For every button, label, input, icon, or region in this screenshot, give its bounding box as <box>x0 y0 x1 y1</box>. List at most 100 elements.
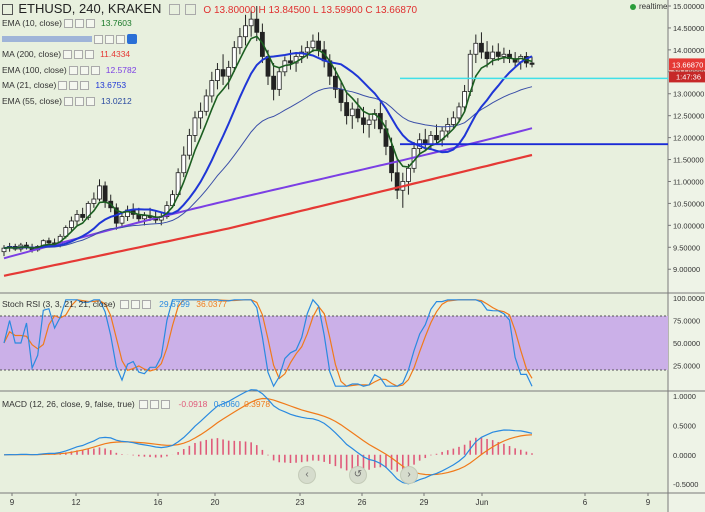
time-tick-label: Jun <box>476 498 489 507</box>
candle-body <box>102 185 108 202</box>
countdown-badge <box>669 71 705 83</box>
last-price-badge <box>669 58 705 71</box>
candle-body <box>462 91 467 108</box>
indicator-close-icon[interactable] <box>85 50 95 60</box>
indicator-name: MA (21, close) <box>2 80 57 90</box>
candle-body <box>231 47 237 68</box>
macd-tick-label: 0.5000 <box>673 421 696 430</box>
rsi-tick-label: 100.0000 <box>673 294 704 303</box>
candle-body <box>445 124 451 132</box>
candle-body <box>69 220 74 228</box>
time-tick-label: 6 <box>583 498 588 507</box>
realtime-dot-icon <box>630 3 636 10</box>
price-tick-label: 10.50000 <box>673 199 704 208</box>
reset-chart-button[interactable]: ↺ <box>349 466 367 484</box>
symbol-title[interactable]: ETHUSD, 240, KRAKEN <box>18 1 162 16</box>
stoch-rsi-close-icon[interactable] <box>141 300 151 310</box>
macd-close-icon[interactable] <box>161 400 171 410</box>
macd-settings-icon[interactable] <box>150 400 160 410</box>
candle-body <box>97 185 102 200</box>
indicator-legend-4[interactable]: MA (21, close) 13.6753 <box>2 79 126 91</box>
candle-body <box>237 36 243 49</box>
candle-body <box>80 213 86 218</box>
indicator-close-icon[interactable] <box>116 34 125 44</box>
chart-menu-icon[interactable] <box>2 4 13 16</box>
candle-body <box>490 51 496 60</box>
countdown-label: 1:47:36 <box>676 72 701 81</box>
macd-title[interactable]: MACD (12, 26, close, 9, false, true) <box>2 399 135 409</box>
indicator-settings-icon[interactable] <box>74 50 84 60</box>
price-tick-label: 14.00000 <box>673 46 704 55</box>
time-tick-label: 23 <box>296 498 305 507</box>
stoch-rsi-band <box>0 316 668 370</box>
candle-body <box>293 56 299 64</box>
macd-line-value: 0.3060 <box>213 399 240 409</box>
indicator-eye-icon[interactable] <box>63 50 73 60</box>
candle-body <box>226 67 232 77</box>
indicator-name: MA (200, close) <box>2 49 62 59</box>
candle-body <box>310 40 316 49</box>
indicator-settings-icon[interactable] <box>75 19 84 29</box>
macd-tick-label: 0.0000 <box>673 451 696 460</box>
candle-body <box>248 18 254 27</box>
indicator-close-icon[interactable] <box>86 96 95 106</box>
indicator-eye-icon[interactable] <box>68 65 78 75</box>
hidden-indicator-bar[interactable] <box>2 36 92 43</box>
candle-body <box>91 198 97 204</box>
time-tick-label: 9 <box>646 498 651 507</box>
axis-background <box>668 0 705 512</box>
macd-tick-label: -0.5000 <box>673 480 698 489</box>
macd-eye-icon[interactable] <box>139 400 149 410</box>
price-tick-label: 11.00000 <box>673 177 704 186</box>
indicator-settings-icon[interactable] <box>69 81 79 91</box>
time-tick-label: 9 <box>10 498 15 507</box>
candle-body <box>394 172 400 191</box>
indicator-close-icon[interactable] <box>90 65 100 75</box>
indicator-eye-icon[interactable] <box>58 81 68 91</box>
candle-body <box>209 80 215 97</box>
candle-body <box>186 135 192 156</box>
indicator-legend-5[interactable]: EMA (55, close) 13.0212 <box>2 95 132 107</box>
indicator-settings-icon[interactable] <box>105 34 114 44</box>
candle-body <box>192 117 198 136</box>
indicator-legend-2[interactable]: MA (200, close) 11.4334 <box>2 48 130 60</box>
candle-body <box>456 106 462 119</box>
scroll-left-button[interactable]: ‹ <box>298 466 316 484</box>
candle-body <box>46 240 52 244</box>
indicator-settings-icon[interactable] <box>75 96 84 106</box>
candle-body <box>355 108 361 119</box>
visibility-toggle-icon[interactable] <box>127 34 137 45</box>
ohlc-values: O 13.80000 H 13.84500 L 13.59900 C 13.66… <box>203 5 418 16</box>
indicator-close-icon[interactable] <box>86 19 95 29</box>
indicator-value: 13.0212 <box>101 95 132 106</box>
indicator-legend-0[interactable]: EMA (10, close) 13.7603 <box>2 17 132 29</box>
price-tick-label: 15.00000 <box>673 2 704 11</box>
price-tick-label: 11.50000 <box>673 156 704 165</box>
indicator-legend-3[interactable]: EMA (100, close) 12.5782 <box>2 64 136 76</box>
header-close-icon[interactable] <box>185 4 197 16</box>
indicator-name: EMA (55, close) <box>2 95 62 106</box>
indicator-eye-icon[interactable] <box>64 96 73 106</box>
rsi-tick-label: 50.0000 <box>673 339 700 348</box>
indicator-value: 11.4334 <box>100 49 131 59</box>
stoch-rsi-settings-icon[interactable] <box>130 300 140 310</box>
indicator-name: EMA (100, close) <box>2 64 67 75</box>
header-settings-icon[interactable] <box>168 4 180 16</box>
price-tick-label: 10.00000 <box>673 221 704 230</box>
indicator-eye-icon[interactable] <box>64 19 73 29</box>
indicator-value: 12.5782 <box>105 64 137 75</box>
realtime-status: realtime <box>630 2 667 11</box>
indicator-close-icon[interactable] <box>80 81 90 91</box>
chart-header: ETHUSD, 240, KRAKEN O 13.80000 H 13.8450… <box>2 1 417 16</box>
indicator-eye-icon[interactable] <box>94 34 103 44</box>
scroll-right-button[interactable]: › <box>400 466 418 484</box>
candle-body <box>316 40 321 51</box>
price-tick-label: 9.00000 <box>673 265 700 274</box>
indicator-legend-1[interactable] <box>2 33 137 45</box>
stoch-rsi-title[interactable]: Stoch RSI (3, 3, 21, 21, close) <box>2 299 116 309</box>
stoch-rsi-eye-icon[interactable] <box>119 300 129 310</box>
indicator-settings-icon[interactable] <box>79 65 89 75</box>
candle-body <box>484 51 490 60</box>
candle-body <box>142 215 147 220</box>
